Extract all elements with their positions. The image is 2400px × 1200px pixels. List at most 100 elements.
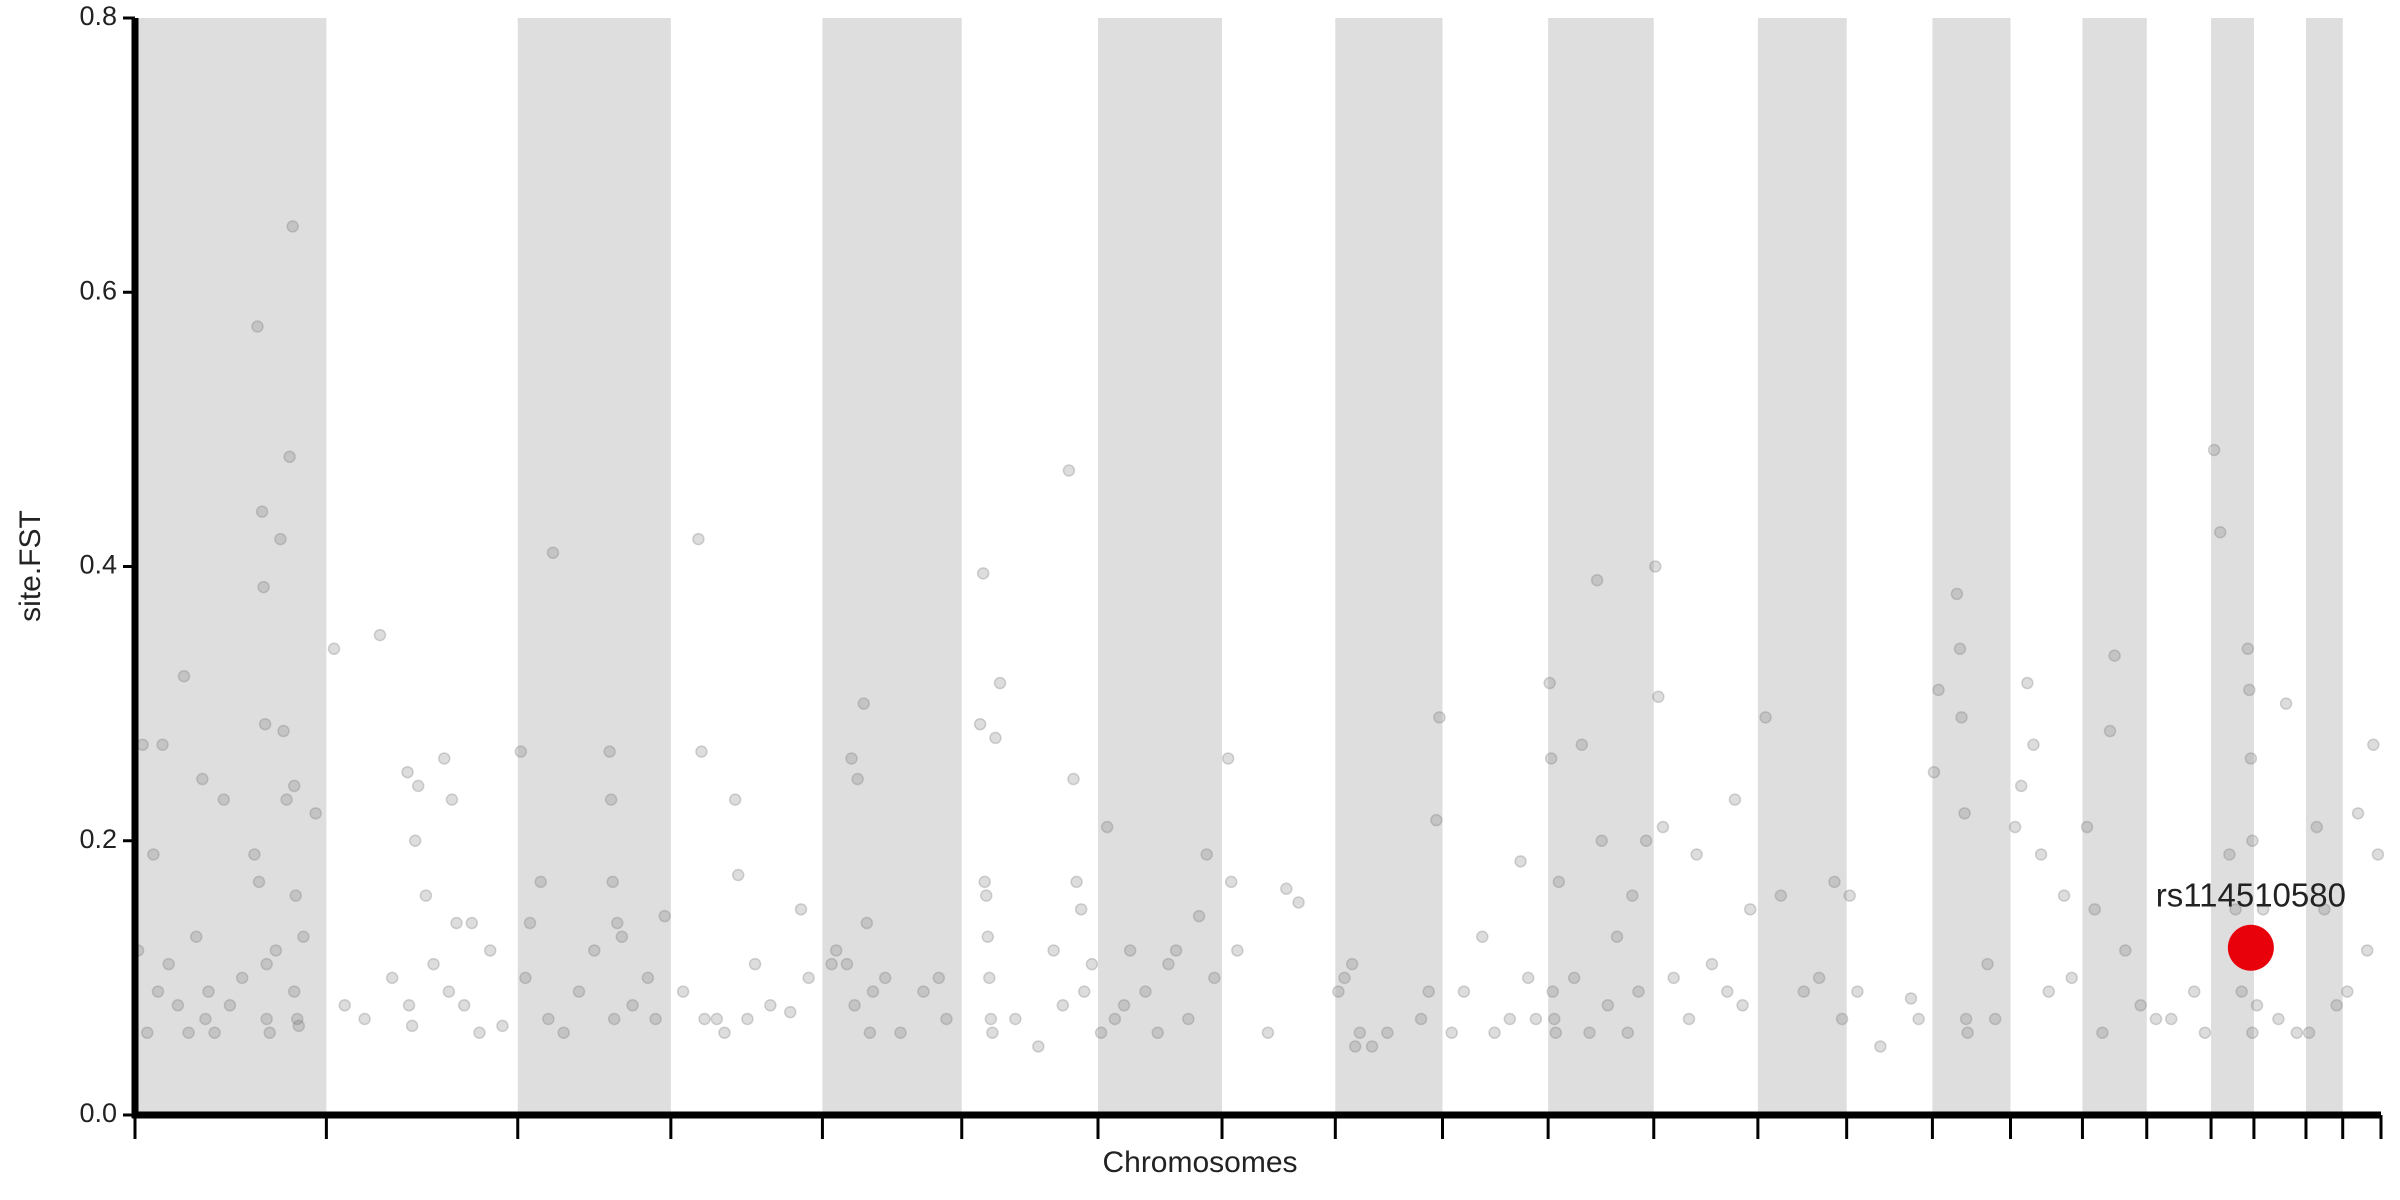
point [979,889,993,902]
point [1575,738,1589,752]
point [1728,793,1742,806]
point [1912,1012,1925,1026]
point [419,889,433,902]
point [496,1019,509,1033]
point [1332,985,1345,998]
point [217,793,231,806]
point [1601,999,1615,1012]
point [287,985,301,998]
point [1958,807,1971,820]
point [981,930,995,943]
point [692,532,705,546]
point [523,916,537,930]
point [1457,985,1471,998]
point [196,772,209,786]
point [1652,690,1665,704]
point [2057,889,2071,902]
point [1667,971,1680,985]
point [2207,443,2221,457]
point [2014,779,2028,793]
point [1567,971,1581,985]
point [136,738,149,752]
point [1721,985,1734,998]
point [2272,1012,2285,1026]
point [1521,971,1535,985]
point [845,752,858,765]
point [2103,724,2117,738]
point [1208,971,1221,985]
point [1200,848,1213,861]
point [748,957,762,971]
point [802,971,815,985]
point [603,745,616,758]
point [1123,944,1137,957]
point [2187,985,2201,998]
point [1162,957,1175,971]
point [1828,875,1841,889]
point [289,889,303,902]
point [1953,642,1967,656]
point [2310,820,2323,834]
point [1139,985,1152,998]
chromosome-band [2082,18,2147,1115]
chromosome-band [1757,18,1847,1115]
point [866,985,880,998]
point [1151,1026,1164,1039]
point [1338,971,1351,985]
point [1583,1026,1596,1039]
point [405,1019,419,1033]
point [235,971,249,985]
point [274,532,287,546]
point [1353,1026,1367,1039]
point [1705,957,1719,971]
point [401,765,414,779]
point [358,1012,371,1026]
point [1224,875,1238,889]
point [1797,985,1811,998]
point [2088,903,2101,916]
point [269,944,283,957]
point [1529,1012,1543,1026]
point [2042,985,2056,998]
point [1070,875,1083,889]
point [1682,1012,1696,1026]
point [2213,525,2227,539]
point [728,793,742,806]
point [2241,642,2255,656]
point [2290,1026,2304,1039]
point [202,985,215,998]
point [676,985,690,998]
point [1736,999,1749,1012]
point [1546,985,1559,998]
point [1056,999,1070,1012]
point [2096,1026,2109,1039]
point [255,505,269,518]
x-axis-label: Chromosomes [1102,1146,1297,1179]
point [263,1026,276,1039]
point [1009,1012,1022,1026]
point [283,450,296,464]
chromosome-band [1932,18,2011,1115]
y-axis-label: site.FST [14,510,47,622]
point [1632,985,1645,998]
point [641,971,655,985]
point [1610,930,1624,943]
point [2246,834,2259,847]
point [2223,848,2236,861]
point [1047,944,1060,957]
point [1548,1012,1561,1026]
point [162,957,175,971]
chromosome-band [1098,18,1223,1115]
point [1621,1026,1634,1039]
point [851,772,864,786]
point [2250,999,2264,1012]
point [260,1012,273,1026]
point [287,779,301,793]
point [182,1026,195,1039]
point [976,567,990,580]
point [588,944,601,957]
point [402,999,416,1012]
point [483,944,497,957]
point [2330,999,2343,1012]
point [1743,903,1757,916]
